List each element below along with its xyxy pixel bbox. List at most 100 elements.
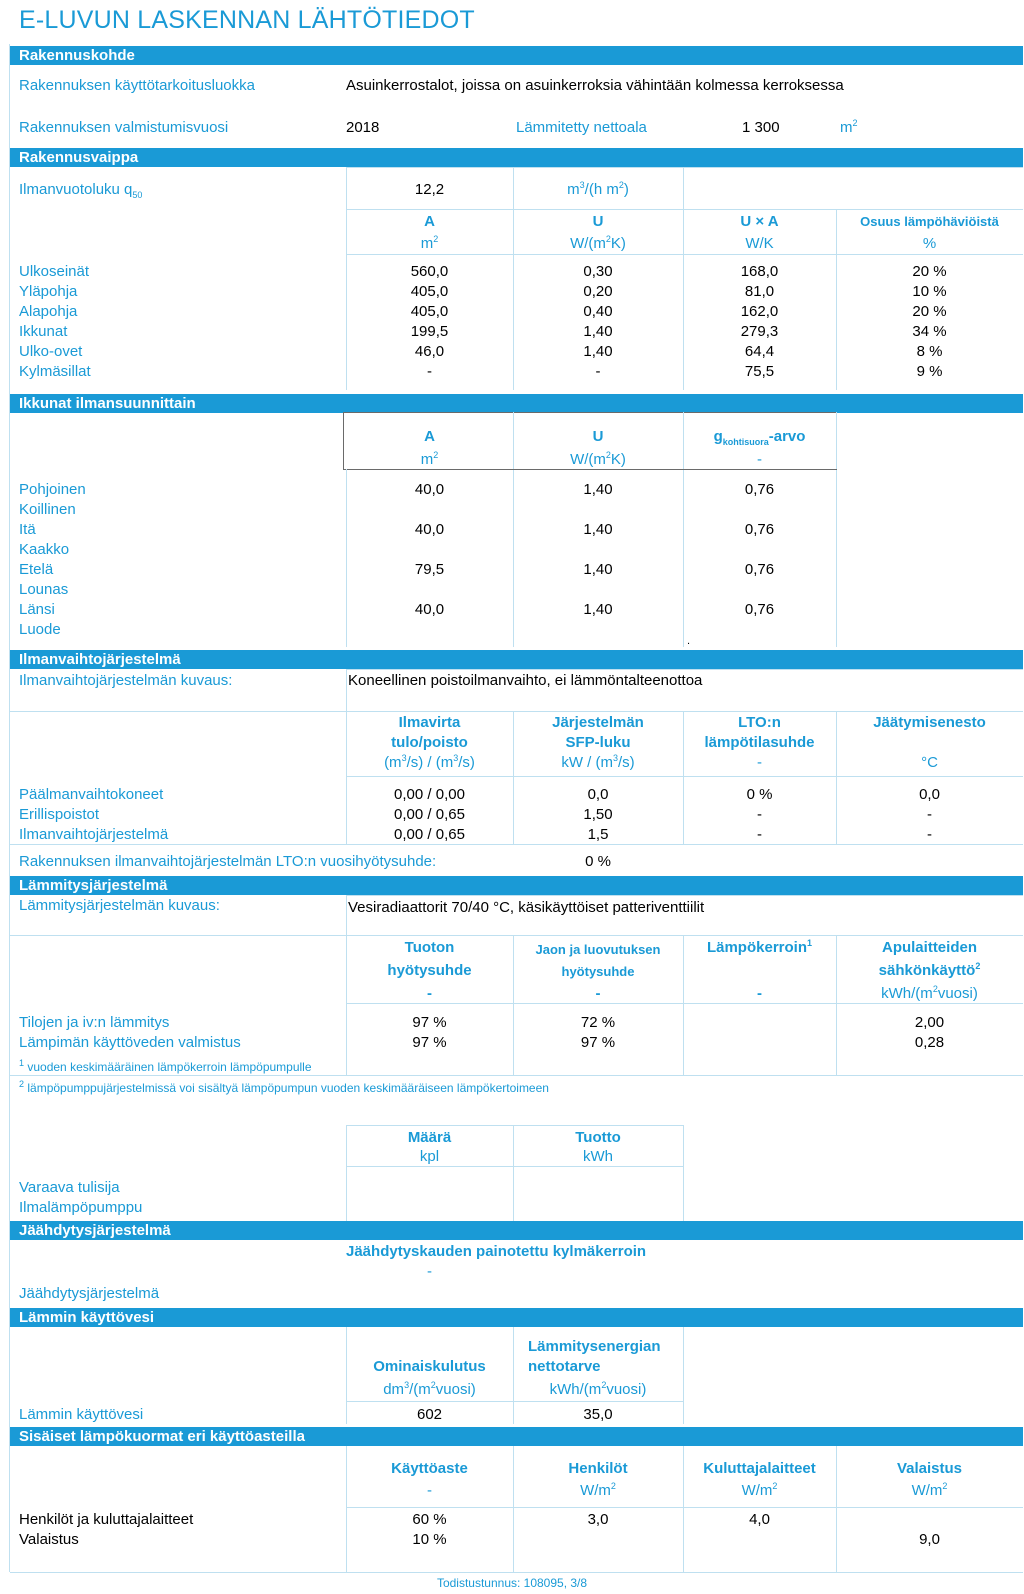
- lammitys-row-tuotto: 97 %: [412, 1034, 447, 1051]
- iv-row-jaaty: 0,0: [919, 786, 940, 803]
- nettoala-unit: m2: [840, 118, 858, 137]
- iv-h2-a: Järjestelmän: [552, 714, 644, 731]
- jaahdytys-label: Jäähdytysjärjestelmä: [19, 1285, 160, 1302]
- vaippa-row-a: -: [427, 363, 432, 380]
- ikkuna-row-label: Itä: [19, 521, 36, 538]
- iv-row-lto: -: [757, 826, 762, 843]
- lammitys-note-1: 1 vuoden keskimääräinen lämpökerroin läm…: [19, 1058, 312, 1075]
- vaippa-row-a: 560,0: [410, 263, 449, 280]
- ikkunat-unit-g: -: [757, 451, 762, 468]
- extra-row-ilmalampopumppu: Ilmalämpöpumppu: [19, 1199, 143, 1216]
- ikkuna-row-u: 1,40: [583, 561, 613, 578]
- vaippa-header-osuus: Osuus lämpöhäviöistä: [860, 214, 999, 229]
- vaippa-row-ua: 75,5: [744, 363, 775, 380]
- iv-h3-b: lämpötilasuhde: [704, 734, 815, 751]
- vaippa-row-label: Ikkunat: [19, 323, 68, 340]
- lam-h2-unit: -: [595, 985, 601, 1002]
- vaippa-row-u: -: [595, 363, 601, 380]
- ikkuna-row-label: Lounas: [19, 581, 69, 598]
- ikkuna-row-g: 0,76: [744, 601, 775, 618]
- vaippa-row-label: Alapohja: [19, 303, 78, 320]
- valmistumisvuosi-label: Rakennuksen valmistumisvuosi: [19, 119, 229, 136]
- iv-row-ilmavirta: 0,00 / 0,65: [394, 826, 465, 843]
- vaippa-row-ua: 81,0: [744, 283, 775, 300]
- sis-header-aste: Käyttöaste: [391, 1460, 468, 1477]
- valmistumisvuosi-value: 2018: [346, 119, 380, 136]
- lam-h4-a: Apulaitteiden: [881, 939, 977, 956]
- iv-h1-unit: (m3/s) / (m3/s): [384, 753, 475, 772]
- sis-header-kul: Kuluttajalaitteet: [703, 1460, 816, 1477]
- vaippa-row-osuus: 20 %: [912, 263, 947, 280]
- extra-unit-kpl: kpl: [419, 1148, 440, 1165]
- lammitys-row-apu: 2,00: [914, 1014, 945, 1031]
- lv-unit-1: dm3/(m2vuosi): [383, 1380, 476, 1399]
- ikkunat-header-g: gkohtisuora-arvo: [713, 428, 806, 447]
- iv-row-sfp: 0,0: [587, 786, 609, 803]
- vaippa-row-osuus: 20 %: [912, 303, 947, 320]
- iv-h4-a: Jäätymisenesto: [873, 714, 986, 731]
- vaippa-row-ua: 168,0: [740, 263, 779, 280]
- vaippa-row-label: Ulkoseinät: [19, 263, 90, 280]
- lam-h1-unit: -: [427, 985, 432, 1002]
- ikkuna-row-label: Länsi: [19, 601, 55, 618]
- iv-vuosi-label: Rakennuksen ilmanvaihtojärjestelmän LTO:…: [19, 853, 437, 870]
- vaippa-header-u: U: [592, 213, 604, 230]
- iv-h4-unit: °C: [921, 754, 938, 771]
- section-rakennuskohde: Rakennuskohde: [10, 46, 1023, 65]
- vaippa-unit-osuus: %: [922, 235, 937, 252]
- lam-h2-b: hyötysuhde: [561, 964, 635, 979]
- vaippa-unit-a: m2: [420, 234, 439, 253]
- vaippa-row-u: 1,40: [583, 323, 613, 340]
- iv-row-ilmavirta: 0,00 / 0,00: [394, 786, 465, 803]
- lammitys-kuvaus-label: Lämmitysjärjestelmän kuvaus:: [19, 897, 220, 914]
- kayttotarkoitus-value: Asuinkerrostalot, joissa on asuinkerroks…: [346, 77, 844, 94]
- lv-header-2a: Lämmitysenergian: [528, 1338, 661, 1355]
- vaippa-row-a: 199,5: [410, 323, 449, 340]
- section-ikkunat: Ikkunat ilmansuunnittain: [10, 394, 1023, 413]
- sisaiset-row-label: Henkilöt ja kuluttajalaitteet: [19, 1511, 194, 1528]
- iv-kuvaus-label: Ilmanvaihtojärjestelmän kuvaus:: [19, 672, 233, 689]
- ikkuna-row-g: 0,76: [744, 561, 775, 578]
- vaippa-unit-ua: W/K: [745, 235, 774, 252]
- lam-h1-a: Tuoton: [404, 939, 455, 956]
- sisaiset-row-label: Valaistus: [19, 1531, 79, 1548]
- section-lammitys: Lämmitysjärjestelmä: [10, 876, 1023, 895]
- jaahdytys-value: -: [427, 1263, 432, 1280]
- iv-h1-b: tulo/poisto: [391, 734, 468, 751]
- lammitys-row-label: Tilojen ja iv:n lämmitys: [19, 1014, 170, 1031]
- lam-h1-b: hyötysuhde: [387, 962, 472, 979]
- vaippa-row-label: Ulko-ovet: [19, 343, 83, 360]
- jaahdytys-header: Jäähdytyskauden painotettu kylmäkerroin: [346, 1243, 647, 1260]
- ikkunat-dot: .: [687, 635, 691, 647]
- iv-h2-unit: kW / (m3/s): [561, 753, 635, 772]
- vaippa-row-ua: 279,3: [740, 323, 779, 340]
- lammitys-row-tuotto: 97 %: [412, 1014, 447, 1031]
- q50-label: Ilmanvuotoluku q50: [19, 181, 143, 200]
- q50-value: 12,2: [414, 181, 445, 198]
- lam-h2-a: Jaon ja luovutuksen: [535, 942, 661, 957]
- kayttotarkoitus-label: Rakennuksen käyttötarkoitusluokka: [19, 77, 255, 94]
- extra-row-tulisija: Varaava tulisija: [19, 1179, 120, 1196]
- iv-kuvaus-value: Koneellinen poistoilmanvaihto, ei lämmön…: [348, 672, 703, 689]
- section-jaahdytys: Jäähdytysjärjestelmä: [10, 1221, 1023, 1240]
- sis-header-val: Valaistus: [896, 1460, 963, 1477]
- iv-row-label: Ilmanvaihtojärjestelmä: [19, 826, 169, 843]
- ikkuna-row-g: 0,76: [744, 481, 775, 498]
- iv-row-lto: -: [757, 806, 762, 823]
- vaippa-row-u: 0,30: [583, 263, 613, 280]
- lv-header-1: Ominaiskulutus: [373, 1358, 486, 1375]
- footer-tunnus: Todistustunnus: 108095, 3/8: [436, 1576, 588, 1590]
- lammitys-row-apu: 0,28: [914, 1034, 945, 1051]
- extra-header-tuotto: Tuotto: [575, 1129, 621, 1146]
- ikkuna-row-label: Pohjoinen: [19, 481, 86, 498]
- iv-row-sfp: 1,50: [583, 806, 613, 823]
- sisaiset-row-val: 9,0: [919, 1531, 940, 1548]
- ikkunat-header-u: U: [592, 428, 604, 445]
- page-title: E-LUVUN LASKENNAN LÄHTÖTIEDOT: [19, 6, 475, 34]
- section-ilmanvaihto: Ilmanvaihtojärjestelmä: [10, 650, 1023, 669]
- sisaiset-row-kul: 4,0: [749, 1511, 770, 1528]
- sis-unit-kul: W/m2: [741, 1481, 778, 1500]
- sis-unit-val: W/m2: [911, 1481, 948, 1500]
- vaippa-row-u: 1,40: [583, 343, 613, 360]
